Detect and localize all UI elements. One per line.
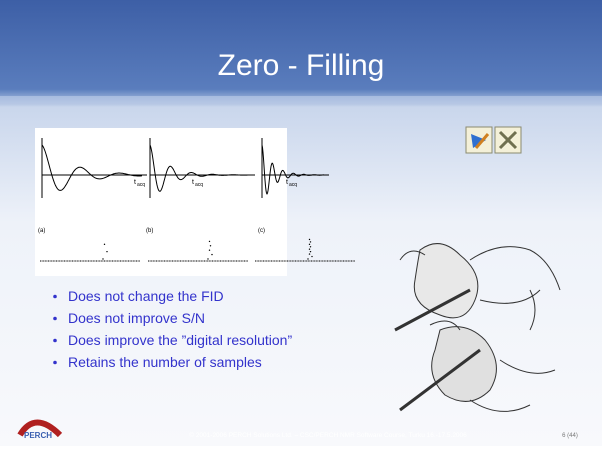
time-subscript: acq [137, 182, 145, 188]
bullet-text: Does not change the FID [68, 288, 224, 304]
page-number: 6 (44) [562, 433, 578, 439]
fid-curve [149, 144, 250, 192]
bullet-dot [53, 360, 57, 365]
bullet-text: Does improve the ”digital resolution” [68, 332, 292, 348]
spectrum-point [208, 240, 211, 243]
bullet-dot [53, 338, 57, 343]
spectrum-point [309, 241, 312, 243]
time-subscript: acq [289, 182, 297, 188]
icon [471, 134, 486, 148]
bullet-text: Does not improve S/N [68, 310, 205, 326]
bullets: Does not change the FID Does not improve … [53, 288, 292, 370]
title-band [0, 96, 602, 104]
spectrum-point [208, 249, 211, 251]
spectrum-point [308, 243, 311, 246]
figure: t acq(a)t acq(b)t acq(c) [38, 138, 355, 262]
bullet-dot [53, 294, 57, 299]
spectrum-point [103, 243, 106, 246]
icon [498, 130, 518, 150]
time-label: t [192, 179, 194, 186]
spectrum-point [209, 245, 212, 247]
spectrum-point [308, 248, 311, 250]
spectrum-point [309, 250, 312, 253]
time-label: t [134, 179, 136, 186]
spectrum-point [211, 253, 213, 256]
spectrum-point [308, 238, 311, 241]
sketch [394, 243, 561, 412]
panel-label: (c) [258, 228, 265, 234]
footer: © 2001-2006 PERCH Solutions Ltd. – CSC/P… [189, 431, 467, 439]
bullet-dot [53, 316, 57, 321]
spectrum-point [106, 250, 108, 253]
figure-panel [35, 128, 287, 276]
panel-label: (b) [146, 228, 153, 234]
time-subscript: acq [195, 182, 203, 188]
spectrum-point [207, 258, 209, 260]
fid-curve [261, 144, 324, 195]
bullet-text: Retains the number of samples [68, 354, 262, 370]
logo: PERCH [17, 419, 63, 440]
logo-text: PERCH [24, 431, 52, 440]
panel-label: (a) [38, 228, 45, 234]
spectrum-point [308, 253, 311, 255]
spectrum-point [311, 255, 313, 258]
spectrum-point [309, 246, 312, 248]
title: Zero - Filling [218, 49, 385, 82]
spectrum-point [307, 258, 309, 260]
toolbar [465, 126, 522, 154]
icon [474, 133, 490, 149]
spectrum-point [102, 258, 104, 260]
fid-curve [41, 144, 142, 191]
time-label: t [286, 179, 288, 186]
